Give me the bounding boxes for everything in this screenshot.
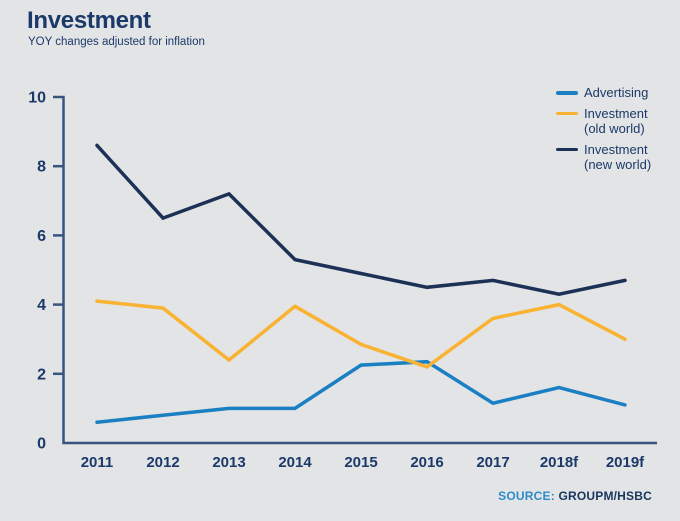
legend: Advertising Investment (old world) Inves… [556, 85, 651, 178]
y-axis-label: 6 [37, 228, 46, 245]
series-line-advertising [95, 359, 627, 424]
x-axis-label: 2014 [278, 454, 312, 471]
source-line: SOURCE: GROUPM/HSBC [498, 489, 652, 503]
x-axis-label: 2019f [606, 454, 645, 471]
x-axis-label: 2012 [146, 454, 179, 471]
y-axis-label: 0 [37, 436, 46, 453]
series-line-investment-new-world [95, 143, 627, 296]
legend-swatch-investment-old-world [556, 111, 578, 115]
x-axis-label: 2015 [344, 454, 377, 471]
x-axis-label: 2013 [212, 454, 245, 471]
y-axis-label: 8 [37, 159, 46, 176]
legend-item-investment-old-world: Investment (old world) [556, 106, 651, 137]
x-axis-label: 2016 [410, 454, 443, 471]
legend-item-advertising: Advertising [556, 85, 651, 101]
legend-label-advertising: Advertising [584, 85, 649, 100]
x-axis-label: 2018f [540, 454, 579, 471]
page-subtitle: YOY changes adjusted for inflation [28, 36, 205, 48]
legend-label-investment-old-world: Investment (old world) [584, 105, 648, 137]
axis-frame [53, 95, 657, 445]
page-title: Investment [27, 7, 151, 34]
x-axis-label: 2017 [476, 454, 509, 471]
legend-swatch-advertising [556, 91, 578, 95]
y-axis-label: 2 [37, 366, 46, 383]
legend-label-investment-new-world: Investment (new world) [584, 141, 652, 173]
y-axis-label: 10 [28, 90, 46, 107]
legend-swatch-investment-new-world [556, 147, 578, 151]
source-label: SOURCE: [498, 489, 555, 503]
x-axis-label: 2011 [81, 454, 114, 471]
y-axis-label: 4 [37, 297, 46, 314]
legend-item-investment-new-world: Investment (new world) [556, 142, 651, 173]
source-value: GROUPM/HSBC [558, 489, 652, 503]
series-line-investment-old-world [95, 299, 627, 369]
